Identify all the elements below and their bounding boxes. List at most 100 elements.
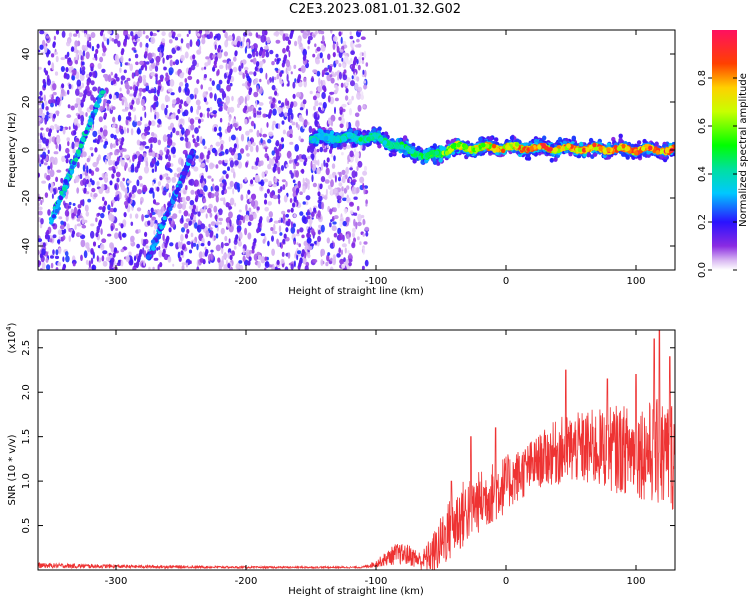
noise-speck: [254, 174, 260, 183]
noise-speck: [305, 108, 308, 117]
noise-speck: [76, 217, 81, 222]
noise-speck: [160, 155, 163, 161]
noise-speck: [357, 160, 363, 168]
noise-speck: [332, 221, 337, 225]
noise-speck: [150, 120, 156, 127]
noise-speck: [349, 167, 353, 171]
noise-speck: [351, 242, 356, 249]
noise-speck: [250, 199, 256, 207]
noise-speck: [90, 223, 95, 227]
noise-speck: [129, 93, 134, 97]
noise-speck: [134, 53, 139, 59]
noise-speck: [365, 231, 369, 237]
noise-speck: [351, 186, 357, 195]
noise-speck: [248, 77, 252, 84]
noise-speck: [75, 59, 78, 65]
noise-speck: [75, 88, 80, 96]
noise-speck: [44, 117, 48, 125]
noise-speck: [360, 94, 365, 100]
noise-streak: [196, 189, 200, 195]
noise-speck: [132, 185, 137, 193]
noise-speck: [365, 62, 369, 67]
noise-streak: [55, 30, 60, 35]
noise-speck: [260, 127, 263, 135]
noise-speck: [93, 193, 98, 198]
noise-speck: [342, 74, 348, 81]
noise-speck: [313, 111, 318, 120]
noise-streak: [332, 52, 336, 58]
noise-streak: [306, 232, 310, 238]
noise-speck: [302, 256, 307, 265]
noise-speck: [324, 194, 328, 201]
noise-speck: [266, 216, 270, 223]
noise-speck: [133, 96, 137, 100]
noise-speck: [71, 141, 75, 150]
noise-speck: [164, 107, 168, 116]
noise-speck: [327, 117, 331, 125]
noise-speck: [349, 150, 354, 158]
noise-speck: [159, 52, 162, 59]
noise-speck: [107, 233, 112, 237]
noise-speck: [41, 248, 46, 256]
streak-point: [174, 189, 179, 194]
noise-speck: [172, 263, 175, 267]
noise-speck: [67, 104, 71, 109]
noise-speck: [273, 76, 277, 81]
noise-speck: [357, 221, 362, 227]
noise-speck: [151, 151, 156, 158]
noise-speck: [118, 93, 123, 101]
noise-speck: [147, 210, 150, 216]
noise-speck: [170, 163, 174, 167]
noise-streak: [124, 34, 128, 41]
noise-speck: [170, 131, 173, 138]
noise-speck: [185, 141, 189, 149]
noise-streak: [152, 104, 156, 110]
noise-streak: [274, 90, 278, 96]
noise-speck: [316, 167, 321, 175]
noise-speck: [233, 171, 236, 179]
noise-speck: [166, 161, 171, 168]
noise-speck: [343, 187, 347, 194]
streak-point: [96, 99, 102, 104]
noise-speck: [101, 255, 105, 262]
noise-speck: [308, 218, 313, 225]
noise-speck: [171, 99, 177, 105]
noise-speck: [242, 36, 245, 43]
noise-speck: [80, 55, 83, 61]
noise-speck: [253, 253, 259, 261]
noise-speck: [101, 238, 107, 243]
noise-speck: [181, 214, 184, 223]
noise-speck: [102, 45, 107, 53]
noise-streak: [238, 125, 242, 131]
noise-speck: [80, 234, 86, 239]
noise-speck: [281, 120, 285, 125]
noise-speck: [247, 233, 251, 239]
noise-streak: [127, 197, 131, 203]
noise-speck: [214, 93, 217, 102]
band-point: [416, 145, 421, 151]
noise-speck: [109, 36, 112, 42]
noise-speck: [219, 131, 223, 138]
noise-speck: [317, 85, 323, 93]
streak-point: [69, 165, 75, 170]
noise-speck: [232, 66, 238, 73]
noise-speck: [332, 242, 335, 248]
noise-speck: [168, 31, 172, 38]
noise-speck: [55, 249, 59, 256]
noise-speck: [131, 72, 135, 79]
noise-speck: [218, 217, 223, 222]
noise-speck: [277, 166, 281, 175]
streak-point: [54, 209, 59, 214]
noise-speck: [286, 100, 290, 106]
noise-speck: [112, 94, 117, 101]
noise-speck: [145, 35, 149, 39]
noise-speck: [277, 194, 281, 200]
noise-speck: [237, 240, 242, 247]
noise-speck: [160, 103, 165, 111]
noise-speck: [196, 79, 200, 85]
noise-speck: [53, 51, 58, 55]
noise-speck: [302, 177, 305, 185]
noise-speck: [349, 31, 352, 36]
noise-speck: [150, 36, 156, 45]
noise-streak: [313, 207, 317, 213]
